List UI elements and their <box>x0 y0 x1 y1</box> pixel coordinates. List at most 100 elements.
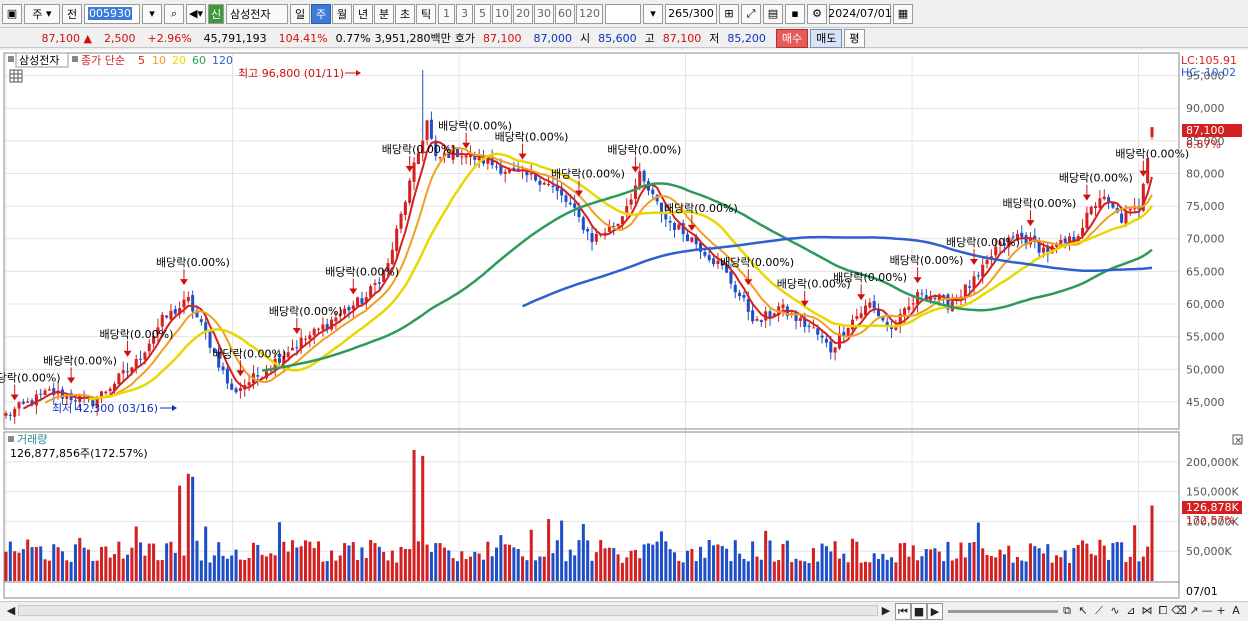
price-tick-3: 80,000 <box>1186 167 1225 180</box>
volume-bar <box>360 547 364 581</box>
candle-body <box>221 366 225 371</box>
candle-body <box>890 327 894 330</box>
volume-bar <box>104 546 108 581</box>
dividend-label-1: 배당락(0.00%) <box>43 354 117 367</box>
zoom-box-icon[interactable]: ⧉ <box>1063 603 1071 617</box>
calendar-icon[interactable]: ▦ <box>893 3 913 24</box>
code-dropdown-icon[interactable]: ▾ <box>142 3 162 24</box>
stock-name-field[interactable]: 삼성전자 <box>226 3 288 24</box>
candle-body <box>321 324 325 330</box>
interval-button-1[interactable]: 1 <box>438 3 455 24</box>
volume-bar <box>725 548 729 581</box>
buy-button[interactable]: 매수 <box>775 28 809 48</box>
pattern-icon[interactable]: ⋈ <box>1141 604 1153 617</box>
date-field[interactable]: 2024/07/01 <box>828 3 892 24</box>
count-field[interactable]: 265/300 <box>665 3 717 24</box>
period-button-2[interactable]: 월 <box>332 3 352 24</box>
trend-icon[interactable]: ∿ <box>1110 604 1120 617</box>
volume-bar <box>638 558 642 581</box>
speaker-icon[interactable]: ◀▾ <box>186 3 206 24</box>
font-size-icon[interactable]: A <box>1232 604 1240 617</box>
period-button-6[interactable]: 틱 <box>416 3 436 24</box>
interval-button-120[interactable]: 120 <box>576 3 603 24</box>
turnover-value: 0.77% <box>335 31 371 45</box>
interval-button-30[interactable]: 30 <box>534 3 554 24</box>
candle-body <box>1128 208 1132 211</box>
dividend-marker-1: 배당락(0.00%) <box>43 354 117 384</box>
volume-bar <box>143 555 147 581</box>
interval-button-5[interactable]: 5 <box>474 3 491 24</box>
chart-menu-icon[interactable]: ▣ <box>2 3 22 24</box>
copy-icon[interactable]: ⧠ <box>1158 603 1168 617</box>
print-icon[interactable]: ▤ <box>763 3 783 24</box>
volume-bar <box>1054 555 1059 581</box>
blank-input[interactable] <box>605 3 641 24</box>
gear-icon[interactable]: ⚙ <box>807 3 827 24</box>
sell-button[interactable]: 매도 <box>810 28 843 48</box>
dividend-label-11: 배당락(0.00%) <box>607 143 681 156</box>
cursor-icon[interactable]: ↖ <box>1078 604 1088 617</box>
eval-button[interactable]: 평 <box>844 28 865 48</box>
volume-bar <box>134 526 138 581</box>
candle-body <box>382 269 386 283</box>
volume-bar <box>382 551 386 581</box>
scroll-left-icon[interactable]: ◀ <box>6 604 16 617</box>
candle-body <box>373 283 377 286</box>
legend-series-label: 종가 단순 <box>81 54 125 67</box>
candle-body <box>160 314 164 327</box>
prev-button[interactable]: 전 <box>62 3 82 24</box>
search-icon[interactable]: ⌕ <box>164 3 184 24</box>
period-button-5[interactable]: 초 <box>395 3 415 24</box>
stock-chart[interactable]: 배당락(0.00%)배당락(0.00%)배당락(0.00%)배당락(0.00%)… <box>0 50 1248 603</box>
draw-icon[interactable]: ⤢ <box>741 3 761 24</box>
stock-code-input[interactable]: 005930 <box>84 3 140 24</box>
candle-body <box>768 311 772 318</box>
period-button-4[interactable]: 분 <box>374 3 394 24</box>
scroll-right-icon[interactable]: ▶ <box>881 604 891 617</box>
fibo-icon[interactable]: ⊿ <box>1126 604 1136 617</box>
volume-bar <box>30 547 34 581</box>
candle-body <box>903 308 907 316</box>
candle-body <box>312 328 316 336</box>
candle-body <box>976 275 980 277</box>
zoom-out-icon[interactable]: — <box>1201 604 1213 617</box>
eraser-icon[interactable]: ⌫ <box>1171 604 1187 617</box>
candle-body <box>99 391 104 397</box>
period-button-3[interactable]: 년 <box>353 3 373 24</box>
dividend-marker-14: 배당락(0.00%) <box>777 278 851 307</box>
interval-button-10[interactable]: 10 <box>492 3 512 24</box>
volume-bar <box>412 449 416 581</box>
period-button-1[interactable]: 주 <box>311 3 331 24</box>
first-page-icon[interactable]: ⏮ <box>895 603 911 620</box>
table-icon[interactable] <box>9 69 23 83</box>
candle-body <box>247 382 251 386</box>
volume-bar <box>985 554 989 581</box>
volume-close-icon[interactable] <box>1232 434 1243 445</box>
arrow-icon[interactable]: ↗ <box>1189 604 1199 617</box>
candle-body <box>377 282 381 284</box>
volume-bar <box>716 544 720 581</box>
volume-bar <box>1033 546 1037 581</box>
interval-button-20[interactable]: 20 <box>513 3 533 24</box>
interval-button-3[interactable]: 3 <box>456 3 473 24</box>
interval-button-60[interactable]: 60 <box>555 3 575 24</box>
candle-body <box>738 292 742 297</box>
line-tool-icon[interactable]: ⟋ <box>1095 603 1103 617</box>
candle-body <box>34 394 38 406</box>
candle-body <box>256 375 260 377</box>
period-button-0[interactable]: 일 <box>290 3 310 24</box>
dividend-label-15: 배당락(0.00%) <box>833 271 907 284</box>
scroll-track[interactable] <box>18 605 878 616</box>
stop-icon[interactable]: ■ <box>911 603 927 620</box>
period-type-select[interactable]: 주 ▾ <box>24 3 60 24</box>
volume-bar <box>829 551 833 581</box>
price-tick-8: 55,000 <box>1186 331 1225 344</box>
blank-dropdown-icon[interactable]: ▾ <box>643 3 663 24</box>
play-icon[interactable]: ▶ <box>927 603 943 620</box>
volume-bar <box>885 559 889 581</box>
save-icon[interactable]: ▪ <box>785 3 805 24</box>
zoom-in-icon[interactable]: + <box>1216 604 1226 617</box>
tools-icon[interactable]: ⊞ <box>719 3 739 24</box>
volume-bar <box>1063 550 1067 581</box>
zoom-slider[interactable] <box>948 610 1058 613</box>
